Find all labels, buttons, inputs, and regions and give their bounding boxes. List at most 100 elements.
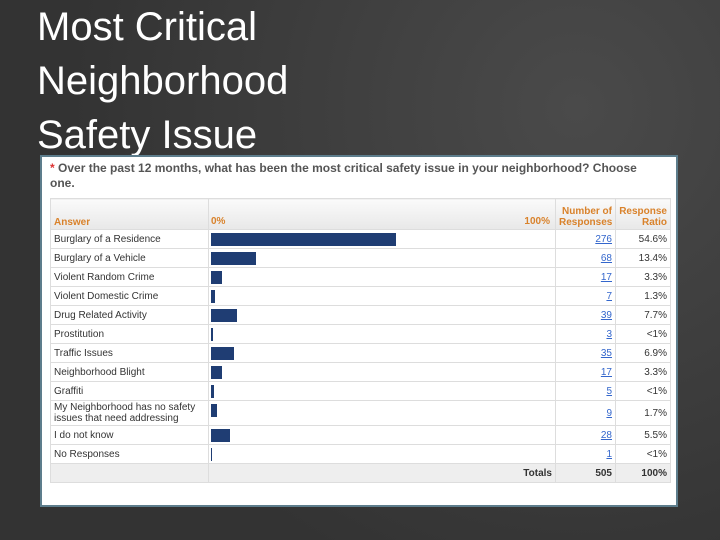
bar-cell (208, 425, 556, 445)
bar (211, 366, 223, 379)
data-row: Drug Related Activity 39 7.7% (50, 305, 671, 325)
answer-header: Answer (50, 198, 209, 230)
answer-label: Neighborhood Blight (50, 362, 209, 382)
ratio-label: 3.3% (615, 267, 671, 287)
ratio-label: 7.7% (615, 305, 671, 325)
data-row: I do not know 28 5.5% (50, 425, 671, 445)
bar-cell (208, 267, 556, 287)
legend-entry: Number of Responses (555, 198, 616, 230)
survey-panel: * Over the past 12 months, what has been… (40, 155, 678, 507)
data-row: Graffiti 5 <1% (50, 381, 671, 401)
count-cell: 28 (555, 425, 616, 445)
count-cell: 17 (555, 362, 616, 382)
bar (211, 309, 238, 322)
bar-cell (208, 362, 556, 382)
answer-label: Violent Domestic Crime (50, 286, 209, 306)
count-link[interactable]: 276 (595, 233, 612, 245)
bar (211, 290, 216, 303)
question-text: Over the past 12 months, what has been t… (50, 161, 637, 190)
bar (211, 404, 217, 417)
question: * Over the past 12 months, what has been… (50, 161, 660, 191)
answer-label: Graffiti (50, 381, 209, 401)
bar-cell (208, 444, 556, 464)
answer-label: Burglary of a Residence (50, 229, 209, 249)
data-row: Violent Random Crime 17 3.3% (50, 267, 671, 287)
header-row: Answer 0% 100% Number of Responses Response … (50, 198, 671, 230)
bar-cell (208, 324, 556, 344)
bar-cell (208, 343, 556, 363)
required-marker: * (50, 161, 55, 175)
legend-entry: Response Ratio (615, 198, 671, 230)
count-cell: 35 (555, 343, 616, 363)
answer-label: My Neighborhood has no safety issues tha… (50, 400, 209, 426)
data-row: My Neighborhood has no safety issues tha… (50, 400, 671, 426)
bar-cell (208, 248, 556, 268)
bar (211, 271, 223, 284)
answer-label: Violent Random Crime (50, 267, 209, 287)
data-row: Burglary of a Residence 276 54.6% (50, 229, 671, 249)
data-row: Prostitution 3 <1% (50, 324, 671, 344)
count-link[interactable]: 7 (606, 290, 612, 302)
count-cell: 5 (555, 381, 616, 401)
count-link[interactable]: 3 (606, 328, 612, 340)
x-tick-label: 100% (524, 216, 550, 227)
bar (211, 252, 257, 265)
answer-label: I do not know (50, 425, 209, 445)
totals-count: 505 (555, 463, 616, 483)
data-row: No Responses 1 <1% (50, 444, 671, 464)
count-link[interactable]: 68 (600, 252, 612, 264)
count-cell: 68 (555, 248, 616, 268)
ratio-label: <1% (615, 444, 671, 464)
count-link[interactable]: 17 (600, 271, 612, 283)
answer-label: Burglary of a Vehicle (50, 248, 209, 268)
count-link[interactable]: 9 (606, 407, 612, 419)
slide-title: Most Critical Neighborhood Safety Issue (37, 5, 289, 157)
bar (211, 448, 212, 461)
ratio-label: 13.4% (615, 248, 671, 268)
x-tick-label: 0% (211, 216, 226, 227)
answer-label: No Responses (50, 444, 209, 464)
count-cell: 1 (555, 444, 616, 464)
count-link[interactable]: 1 (606, 448, 612, 460)
ratio-label: 1.7% (615, 400, 671, 426)
ratio-label: 6.9% (615, 343, 671, 363)
blank (50, 463, 209, 483)
data-row: Burglary of a Vehicle 68 13.4% (50, 248, 671, 268)
answer-label: Prostitution (50, 324, 209, 344)
results-table: Answer 0% 100% Number of Responses Response … (50, 198, 671, 483)
count-cell: 9 (555, 400, 616, 426)
bar-cell (208, 286, 556, 306)
bar (211, 328, 214, 341)
bar (211, 347, 235, 360)
ratio-label: 5.5% (615, 425, 671, 445)
bar (211, 429, 230, 442)
count-link[interactable]: 28 (600, 429, 612, 441)
count-link[interactable]: 39 (600, 309, 612, 321)
totals-row: Totals 505 100% (50, 463, 671, 483)
data-row: Neighborhood Blight 17 3.3% (50, 362, 671, 382)
bar-cell (208, 381, 556, 401)
bar (211, 385, 215, 398)
bar-cell (208, 400, 556, 426)
bar-cell (208, 229, 556, 249)
bar-header: 0% 100% (208, 198, 556, 230)
count-link[interactable]: 35 (600, 347, 612, 359)
count-link[interactable]: 5 (606, 385, 612, 397)
count-cell: 17 (555, 267, 616, 287)
ratio-label: 3.3% (615, 362, 671, 382)
count-cell: 39 (555, 305, 616, 325)
bar-cell (208, 305, 556, 325)
count-link[interactable]: 17 (600, 366, 612, 378)
answer-label: Drug Related Activity (50, 305, 209, 325)
ratio-label: <1% (615, 324, 671, 344)
ratio-label: <1% (615, 381, 671, 401)
data-row: Violent Domestic Crime 7 1.3% (50, 286, 671, 306)
totals-ratio: 100% (615, 463, 671, 483)
count-cell: 276 (555, 229, 616, 249)
ratio-label: 54.6% (615, 229, 671, 249)
count-cell: 3 (555, 324, 616, 344)
answer-label: Traffic Issues (50, 343, 209, 363)
bar (211, 233, 397, 246)
totals-label: Totals (208, 463, 556, 483)
